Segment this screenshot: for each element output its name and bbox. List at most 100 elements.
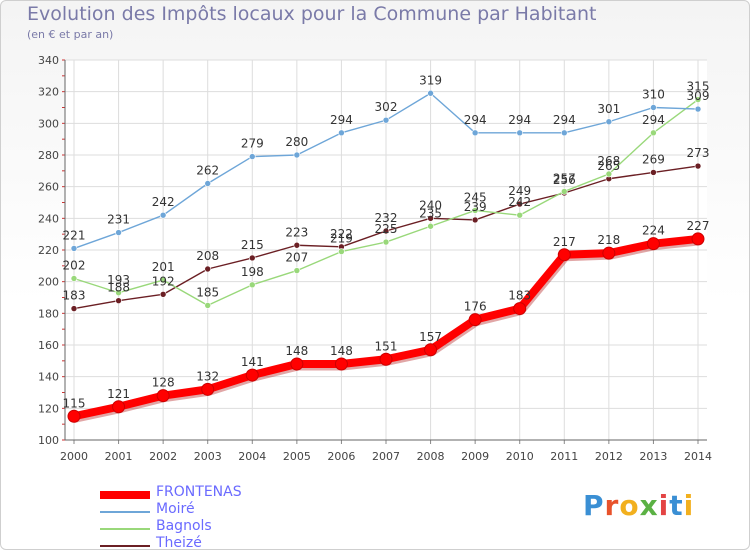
y-tick-label: 280 [38, 149, 59, 162]
data-point-bagnols [516, 211, 524, 219]
data-label-bagnols: 257 [553, 171, 576, 185]
data-label-moire: 294 [330, 113, 353, 127]
data-label-frontenas: 183 [508, 289, 531, 303]
data-point-bagnols [70, 275, 78, 282]
data-point-frontenas [557, 248, 571, 262]
data-label-moire: 231 [107, 213, 130, 227]
y-tick-label: 260 [38, 181, 59, 194]
y-tick-label: 100 [38, 434, 59, 447]
data-point-moire [70, 245, 78, 252]
proxiti-logo: Proxiti [583, 489, 694, 522]
data-point-frontenas [290, 357, 304, 371]
data-label-moire: 294 [464, 113, 487, 127]
data-label-bagnols: 198 [241, 265, 264, 279]
data-point-theize [650, 169, 657, 176]
data-point-bagnols [248, 281, 256, 289]
data-point-theize [204, 265, 212, 273]
x-tick-label: 2004 [238, 450, 266, 463]
data-label-bagnols: 294 [642, 113, 665, 127]
data-point-frontenas [379, 352, 393, 366]
data-label-moire: 221 [63, 228, 86, 242]
data-point-bagnols [338, 248, 345, 255]
data-point-frontenas [67, 409, 81, 423]
data-label-bagnols: 268 [597, 154, 620, 168]
data-label-theize: 215 [241, 238, 264, 252]
x-tick-label: 2006 [327, 450, 355, 463]
series-layer [67, 89, 705, 423]
data-label-moire: 319 [419, 73, 442, 87]
x-tick-label: 2007 [372, 450, 400, 463]
data-point-moire [159, 211, 167, 219]
data-point-bagnols [382, 238, 390, 246]
data-point-theize [248, 254, 256, 262]
data-point-frontenas [201, 382, 215, 396]
data-label-frontenas: 217 [553, 235, 576, 249]
y-tick-label: 240 [38, 212, 59, 225]
axis-layer: 100 120 140 160 180 200 220 240 260 280 300 320 340 2… [38, 54, 712, 463]
y-tick-label: 340 [38, 54, 59, 67]
data-point-theize [159, 291, 167, 298]
data-label-bagnols: 235 [419, 206, 442, 220]
y-tick-label: 220 [38, 244, 59, 257]
y-tick-label: 160 [38, 339, 59, 352]
data-label-theize: 240 [419, 198, 442, 212]
data-label-frontenas: 128 [152, 376, 175, 390]
data-point-bagnols [694, 96, 702, 103]
data-label-bagnols: 245 [464, 190, 487, 204]
data-label-bagnols: 225 [375, 222, 398, 236]
y-tick-label: 300 [38, 117, 59, 130]
data-point-moire [293, 151, 301, 159]
data-label-moire: 294 [508, 113, 531, 127]
data-label-frontenas: 176 [464, 300, 487, 314]
data-point-frontenas [334, 357, 348, 371]
x-tick-label: 2005 [283, 450, 311, 463]
x-tick-label: 2003 [194, 450, 222, 463]
y-tick-label: 320 [38, 86, 59, 99]
data-label-bagnols: 185 [196, 285, 219, 299]
legend-label: Moiré [156, 501, 195, 517]
data-label-frontenas: 148 [330, 344, 353, 358]
data-label-theize: 222 [330, 227, 353, 241]
data-point-moire [248, 153, 256, 160]
y-tick-label: 120 [38, 402, 59, 415]
x-tick-label: 2002 [149, 450, 177, 463]
data-point-moire [382, 116, 390, 124]
data-point-theize [516, 200, 524, 208]
data-point-moire [471, 129, 479, 137]
data-label-bagnols: 219 [330, 232, 353, 246]
logo-letter: x [639, 489, 659, 522]
data-label-theize: 256 [553, 173, 576, 187]
data-point-frontenas [245, 368, 259, 382]
x-tick-label: 2001 [105, 450, 133, 463]
data-point-bagnols [471, 207, 479, 214]
data-point-bagnols [159, 276, 167, 284]
data-point-moire [427, 89, 434, 97]
legend-swatch [100, 511, 150, 513]
data-label-moire: 301 [597, 102, 620, 116]
x-tick-label: 2009 [461, 450, 489, 463]
data-label-moire: 280 [285, 135, 308, 149]
data-label-theize: 269 [642, 152, 665, 166]
data-label-theize: 192 [152, 274, 175, 288]
data-label-frontenas: 151 [375, 339, 398, 353]
data-label-theize: 208 [196, 249, 219, 263]
logo-letter: o [619, 489, 640, 522]
data-point-bagnols [650, 129, 657, 137]
data-point-moire [338, 129, 345, 137]
legend-label: Theizé [156, 535, 202, 551]
data-label-frontenas: 148 [285, 344, 308, 358]
x-tick-label: 2010 [506, 450, 534, 463]
data-point-theize [382, 227, 390, 235]
chart-title: Evolution des Impôts locaux pour la Comm… [27, 3, 597, 25]
data-label-moire: 262 [196, 164, 219, 178]
data-label-theize: 273 [687, 146, 710, 160]
data-label-theize: 183 [63, 289, 86, 303]
chart-subtitle: (en € et par an) [27, 28, 114, 41]
data-label-theize: 232 [375, 211, 398, 225]
data-point-frontenas [468, 313, 482, 327]
data-label-bagnols: 193 [107, 273, 130, 287]
logo-letter: r [604, 489, 620, 522]
data-label-theize: 188 [107, 281, 130, 295]
data-label-bagnols: 315 [687, 80, 710, 94]
data-label-moire: 294 [553, 113, 576, 127]
